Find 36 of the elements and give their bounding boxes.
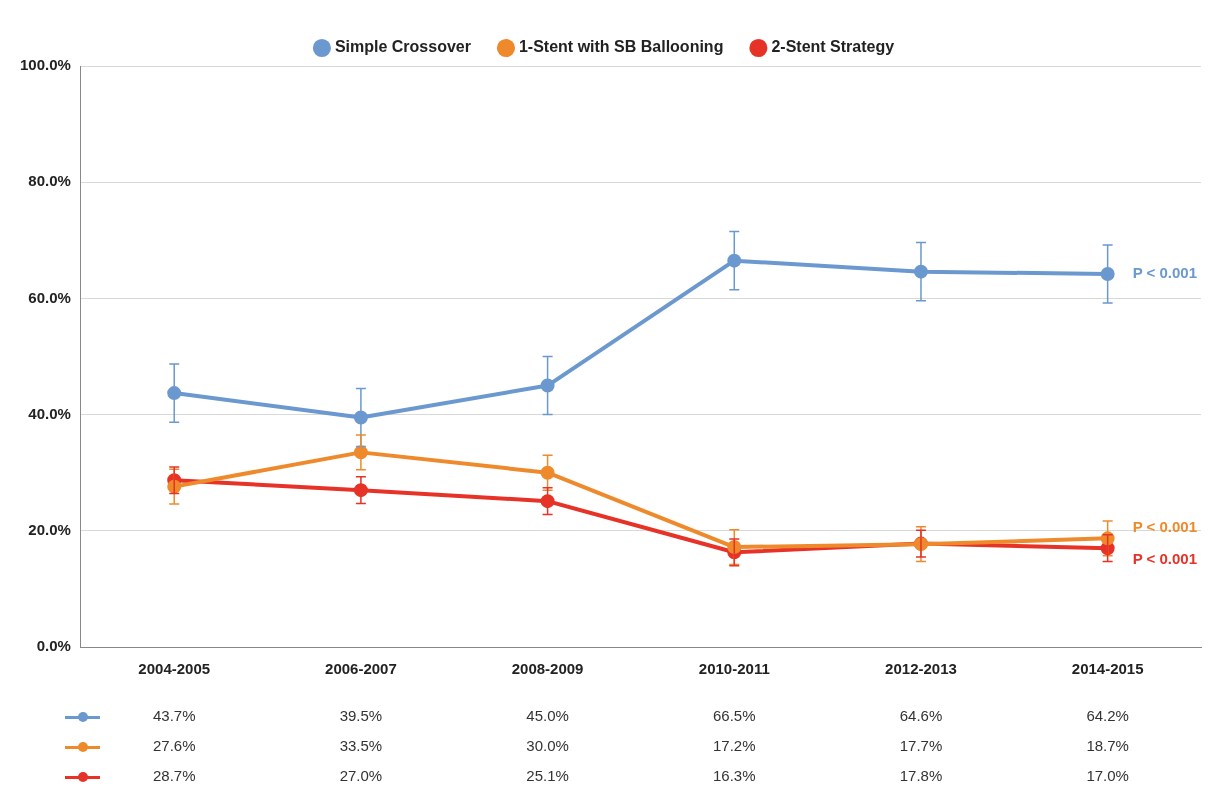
data-label: 66.5% [713,707,756,725]
y-tick-label: 20.0% [28,520,71,538]
data-label: 27.6% [152,737,196,755]
x-tick-label: 2010-2011 [698,660,770,678]
y-tick-label: 40.0% [28,404,71,422]
annotation: P < 0.001 [1132,518,1198,536]
data-label: 30.0% [526,737,569,755]
legend-label: 1-Stent with SB Ballooning [518,38,724,56]
y-tick-label: 60.0% [28,288,71,306]
data-label: 28.7% [152,767,196,785]
data-label: 39.5% [339,707,383,725]
x-tick-label: 2012-2013 [885,660,957,678]
data-label: 45.0% [526,707,569,725]
data-label: 16.3% [713,767,756,785]
data-label: 64.2% [1086,707,1129,725]
x-tick-label: 2004-2005 [138,660,211,678]
data-label: 17.7% [899,737,943,755]
data-label: 25.1% [526,767,569,785]
data-label: 17.2% [713,737,756,755]
data-label: 43.7% [152,707,196,725]
y-tick-label: 100.0% [20,56,71,74]
data-label: 17.8% [899,767,943,785]
legend-label: 2-Stent Strategy [771,38,895,56]
data-label: 18.7% [1086,737,1129,755]
x-tick-label: 2008-2009 [511,660,584,678]
y-tick-label: 80.0% [28,172,71,190]
data-label: 33.5% [339,737,383,755]
data-label: 27.0% [339,767,383,785]
x-tick-label: 2014-2015 [1071,660,1144,678]
data-label: 64.6% [899,707,943,725]
annotation: P < 0.001 [1132,264,1198,282]
x-tick-label: 2006-2007 [325,660,397,678]
legend-label: Simple Crossover [334,38,471,56]
annotation: P < 0.001 [1132,550,1198,568]
data-label: 17.0% [1086,767,1129,785]
y-tick-label: 0.0% [36,637,71,655]
